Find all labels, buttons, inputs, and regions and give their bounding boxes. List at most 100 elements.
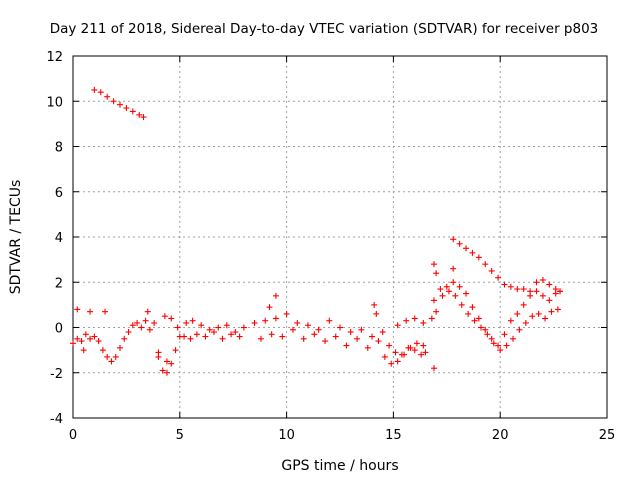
data-point xyxy=(240,324,247,331)
data-point xyxy=(465,310,472,317)
data-point xyxy=(437,286,444,293)
data-point xyxy=(475,254,482,261)
data-point xyxy=(430,261,437,268)
data-point xyxy=(510,335,517,342)
data-point xyxy=(533,279,540,286)
data-point xyxy=(183,319,190,326)
data-point xyxy=(433,308,440,315)
data-point xyxy=(369,333,376,340)
data-point xyxy=(482,326,489,333)
data-point xyxy=(450,265,457,272)
data-point xyxy=(458,301,465,308)
data-point xyxy=(354,335,361,342)
data-point xyxy=(168,315,175,322)
data-point xyxy=(539,276,546,283)
x-tick-label: 10 xyxy=(278,428,295,443)
data-point xyxy=(527,288,534,295)
data-point xyxy=(516,326,523,333)
data-point xyxy=(104,93,111,100)
data-point xyxy=(364,344,371,351)
y-tick-label: -4 xyxy=(50,412,63,427)
x-tick-label: 25 xyxy=(599,428,616,443)
data-point xyxy=(501,281,508,288)
data-point xyxy=(452,292,459,299)
data-point xyxy=(394,358,401,365)
data-point xyxy=(304,322,311,329)
x-tick-label: 0 xyxy=(69,428,77,443)
data-point xyxy=(507,317,514,324)
data-point xyxy=(99,347,106,354)
data-point xyxy=(159,367,166,374)
data-point xyxy=(392,349,399,356)
data-point xyxy=(95,338,102,345)
data-point xyxy=(546,281,553,288)
data-point xyxy=(542,315,549,322)
data-point xyxy=(539,292,546,299)
data-point xyxy=(82,331,89,338)
data-point xyxy=(236,333,243,340)
data-point xyxy=(430,365,437,372)
data-point xyxy=(548,308,555,315)
data-point xyxy=(514,310,521,317)
data-point xyxy=(445,288,452,295)
data-point xyxy=(428,315,435,322)
axis-ticks: 0 5 10 15 20 25 -4 -2 0 2 4 6 8 10 12 xyxy=(46,50,615,443)
x-axis-label: GPS time / hours xyxy=(281,458,398,474)
data-point xyxy=(232,329,239,336)
data-point xyxy=(503,342,510,349)
data-point xyxy=(420,319,427,326)
y-tick-label: 8 xyxy=(55,141,63,156)
data-point xyxy=(554,306,561,313)
data-point xyxy=(411,347,418,354)
data-point xyxy=(138,324,145,331)
data-point xyxy=(91,333,98,340)
data-point xyxy=(456,283,463,290)
chart-title: Day 211 of 2018, Sidereal Day-to-day VTE… xyxy=(50,21,599,37)
y-tick-label: 10 xyxy=(46,95,63,110)
data-point xyxy=(108,358,115,365)
data-point xyxy=(198,322,205,329)
data-point xyxy=(129,322,136,329)
data-point xyxy=(74,335,81,342)
data-point xyxy=(210,329,217,336)
data-point xyxy=(533,288,540,295)
data-point xyxy=(495,342,502,349)
data-point xyxy=(161,313,168,320)
data-point xyxy=(251,319,258,326)
data-point xyxy=(172,347,179,354)
data-point xyxy=(371,301,378,308)
data-point xyxy=(375,338,382,345)
data-point xyxy=(144,308,151,315)
data-point xyxy=(104,353,111,360)
data-point xyxy=(223,322,230,329)
data-point xyxy=(262,317,269,324)
data-point xyxy=(174,324,181,331)
data-point xyxy=(413,340,420,347)
y-tick-label: 0 xyxy=(55,322,63,337)
data-point xyxy=(155,353,162,360)
data-point xyxy=(87,335,94,342)
data-point xyxy=(477,324,484,331)
data-points xyxy=(70,86,564,376)
data-point xyxy=(142,317,149,324)
y-tick-label: 6 xyxy=(55,186,63,201)
data-point xyxy=(189,317,196,324)
data-point xyxy=(469,249,476,256)
data-point xyxy=(482,261,489,268)
data-point xyxy=(520,301,527,308)
data-point xyxy=(202,333,209,340)
data-point xyxy=(379,329,386,336)
data-point xyxy=(257,335,264,342)
data-point xyxy=(450,279,457,286)
data-point xyxy=(181,333,188,340)
data-point xyxy=(70,340,76,347)
data-point xyxy=(358,326,365,333)
data-point xyxy=(469,304,476,311)
data-point xyxy=(471,317,478,324)
data-point xyxy=(97,89,104,96)
data-point xyxy=(501,331,508,338)
data-point xyxy=(80,347,87,354)
data-point xyxy=(146,326,153,333)
data-point xyxy=(163,358,170,365)
